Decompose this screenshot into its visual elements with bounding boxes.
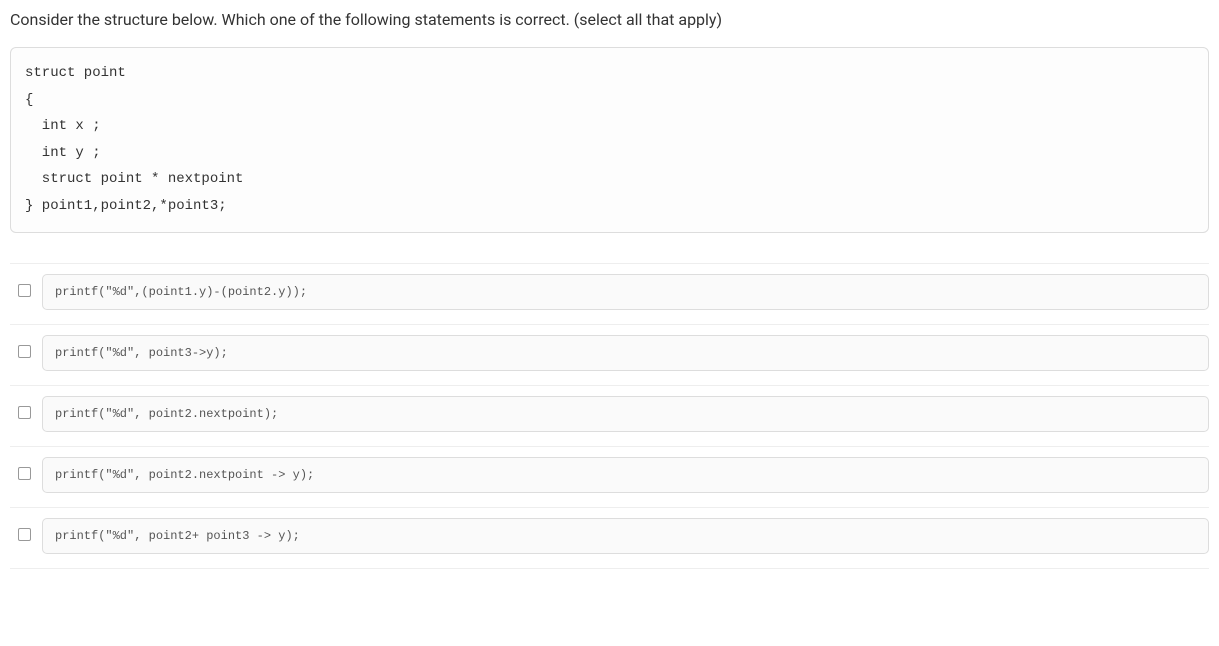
option-code: printf("%d", point2+ point3 -> y); xyxy=(42,518,1209,554)
option-checkbox[interactable] xyxy=(18,284,31,297)
code-line: int x ; xyxy=(25,113,1194,140)
option-checkbox[interactable] xyxy=(18,528,31,541)
checkbox-wrapper xyxy=(10,396,38,419)
code-line: int y ; xyxy=(25,140,1194,167)
checkbox-wrapper xyxy=(10,274,38,297)
checkbox-wrapper xyxy=(10,518,38,541)
option-row: printf("%d", point3->y); xyxy=(10,325,1209,386)
options-container: printf("%d",(point1.y)-(point2.y)); prin… xyxy=(10,263,1209,569)
option-code: printf("%d", point2.nextpoint -> y); xyxy=(42,457,1209,493)
option-checkbox[interactable] xyxy=(18,345,31,358)
checkbox-wrapper xyxy=(10,457,38,480)
option-checkbox[interactable] xyxy=(18,406,31,419)
checkbox-wrapper xyxy=(10,335,38,358)
option-code: printf("%d", point2.nextpoint); xyxy=(42,396,1209,432)
code-line: struct point * nextpoint xyxy=(25,166,1194,193)
code-line: } point1,point2,*point3; xyxy=(25,193,1194,220)
code-line: { xyxy=(25,87,1194,114)
code-block: struct point { int x ; int y ; struct po… xyxy=(10,47,1209,233)
option-row: printf("%d", point2+ point3 -> y); xyxy=(10,508,1209,569)
option-row: printf("%d", point2.nextpoint); xyxy=(10,386,1209,447)
option-row: printf("%d",(point1.y)-(point2.y)); xyxy=(10,263,1209,325)
option-row: printf("%d", point2.nextpoint -> y); xyxy=(10,447,1209,508)
code-line: struct point xyxy=(25,60,1194,87)
option-checkbox[interactable] xyxy=(18,467,31,480)
option-code: printf("%d",(point1.y)-(point2.y)); xyxy=(42,274,1209,310)
option-code: printf("%d", point3->y); xyxy=(42,335,1209,371)
question-prompt: Consider the structure below. Which one … xyxy=(10,10,1209,29)
